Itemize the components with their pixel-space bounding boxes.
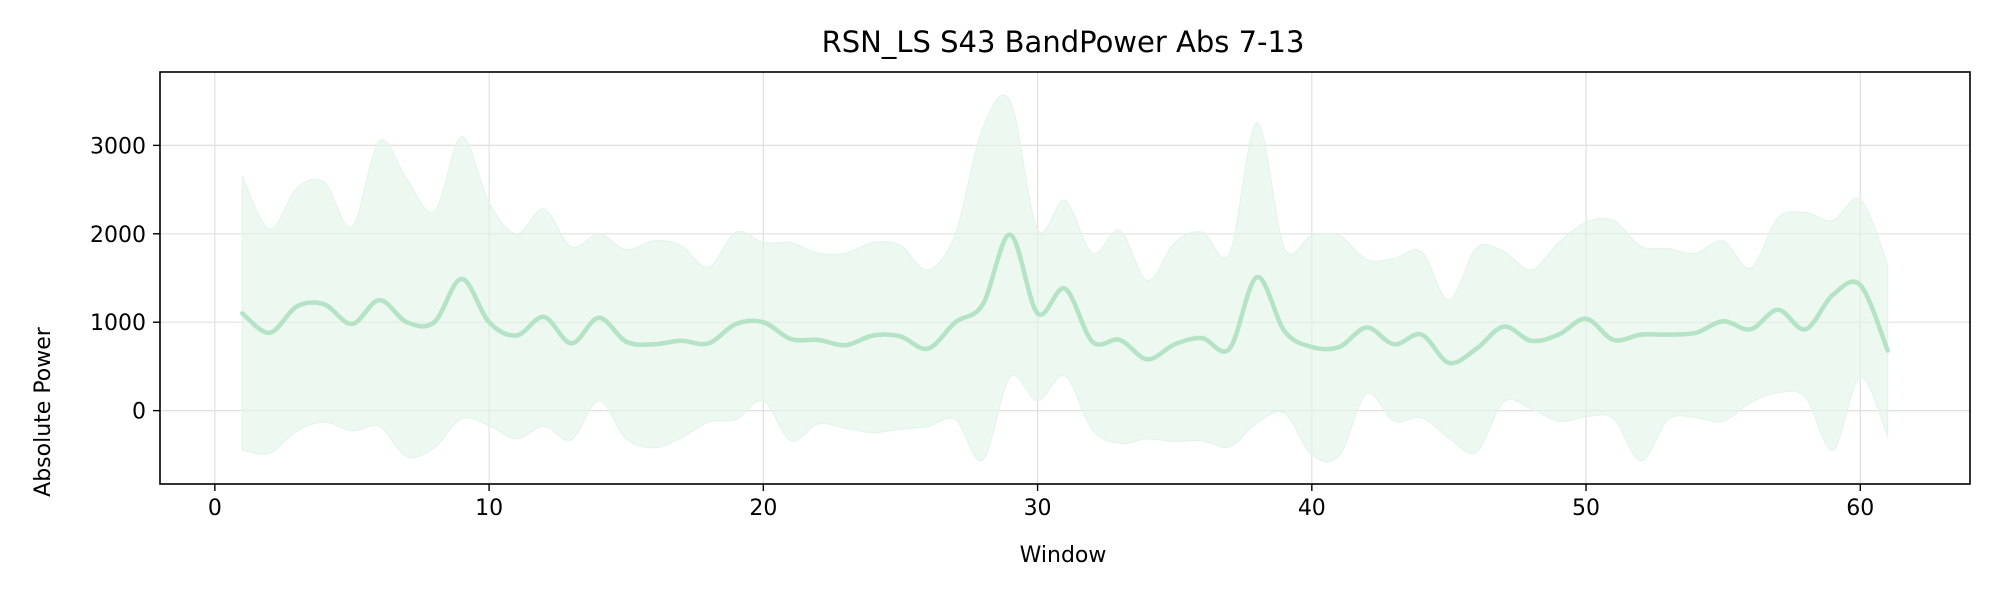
plot-frame: [159, 71, 1971, 485]
plot-area: 0 10 20 30 40 50 60 0 1000 2000 3000: [90, 71, 1971, 521]
x-tick-label: 30: [1024, 496, 1052, 521]
y-axis-title: Absolute Power: [31, 326, 56, 497]
series-line: [240, 232, 1890, 366]
x-tick-label: 60: [1846, 496, 1874, 521]
x-tick-label: 20: [749, 496, 777, 521]
x-tick-label: 50: [1572, 496, 1600, 521]
x-tick-label: 10: [475, 496, 503, 521]
x-axis-title: Window: [1020, 543, 1107, 568]
y-axis: 0 1000 2000 3000: [90, 134, 160, 425]
x-tick-label: 40: [1298, 496, 1326, 521]
chart-title: RSN_LS S43 BandPower Abs 7-13: [822, 25, 1305, 59]
y-tick-label: 2000: [90, 223, 146, 248]
range-band: [241, 94, 1889, 463]
x-tick-label: 0: [208, 496, 222, 521]
y-tick-label: 3000: [90, 134, 146, 159]
y-tick-label: 0: [132, 400, 146, 425]
y-tick-label: 1000: [90, 311, 146, 336]
x-axis: 0 10 20 30 40 50 60: [208, 484, 1874, 521]
